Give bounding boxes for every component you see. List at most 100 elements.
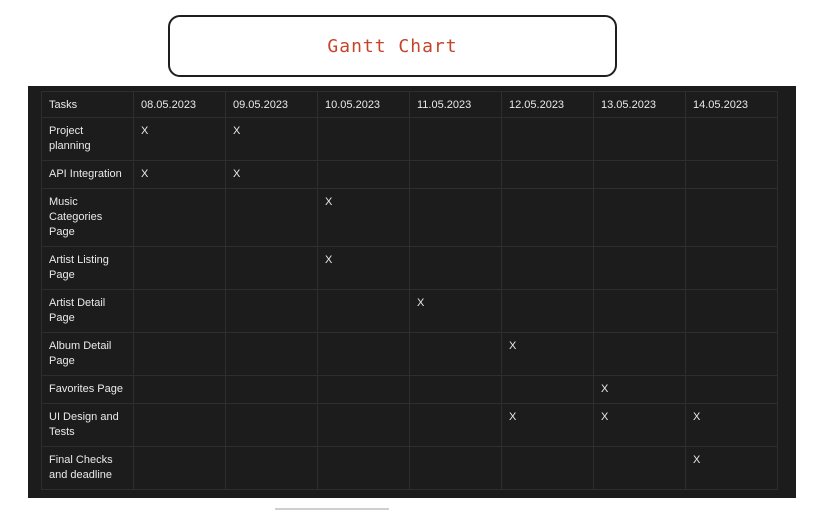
schedule-cell [317,403,410,447]
schedule-mark: X [233,125,241,137]
schedule-mark: X [141,125,149,137]
schedule-cell [501,188,594,247]
schedule-cell [133,403,226,447]
gantt-panel: Tasks 08.05.2023 09.05.2023 10.05.2023 11.05… [28,86,796,498]
table-body: Project planning X X API Integration X X Music… [41,117,778,490]
schedule-cell [133,446,226,490]
schedule-cell [317,375,410,404]
schedule-cell [409,117,502,161]
schedule-cell [317,117,410,161]
schedule-cell [133,246,226,290]
schedule-cell [685,289,778,333]
table-header: Tasks 08.05.2023 09.05.2023 10.05.2023 11.05… [41,91,778,118]
schedule-cell [225,188,318,247]
task-name-cell: Project planning [41,117,134,161]
schedule-mark: X [417,297,425,309]
schedule-cell [225,446,318,490]
schedule-cell [225,246,318,290]
task-name-cell: Final Checks and deadline [41,446,134,490]
schedule-cell [317,289,410,333]
column-header-date: 11.05.2023 [409,91,502,118]
schedule-cell [501,446,594,490]
schedule-cell [593,117,686,161]
schedule-mark: X [509,340,517,352]
schedule-cell [501,117,594,161]
table-row: API Integration X X [41,160,778,189]
column-header-date: 08.05.2023 [133,91,226,118]
schedule-mark: X [601,383,609,395]
schedule-cell [501,289,594,333]
schedule-cell [133,332,226,376]
schedule-cell: X [225,117,318,161]
schedule-cell: X [409,289,502,333]
task-name-cell: Favorites Page [41,375,134,404]
schedule-cell [501,375,594,404]
schedule-cell [685,160,778,189]
schedule-cell [685,188,778,247]
schedule-cell: X [501,403,594,447]
schedule-mark: X [233,168,241,180]
column-header-date: 12.05.2023 [501,91,594,118]
schedule-cell: X [685,446,778,490]
table-row: Music Categories Page X [41,188,778,247]
schedule-cell [225,375,318,404]
column-header-date: 10.05.2023 [317,91,410,118]
schedule-cell [225,332,318,376]
schedule-cell [133,188,226,247]
schedule-cell [593,188,686,247]
chart-title: Gantt Chart [327,35,458,57]
schedule-cell [501,160,594,189]
column-header-date: 09.05.2023 [225,91,318,118]
table-row: Favorites Page X [41,375,778,404]
task-name-cell: API Integration [41,160,134,189]
schedule-cell [501,246,594,290]
schedule-cell: X [225,160,318,189]
schedule-cell [593,160,686,189]
schedule-cell [409,446,502,490]
schedule-cell [685,332,778,376]
schedule-cell [409,403,502,447]
table-row: UI Design and Tests X X X [41,403,778,447]
schedule-cell: X [317,188,410,247]
schedule-cell: X [593,375,686,404]
schedule-cell [225,403,318,447]
schedule-cell [685,117,778,161]
schedule-mark: X [693,454,701,466]
schedule-cell [685,246,778,290]
schedule-cell [225,289,318,333]
schedule-cell [593,289,686,333]
schedule-cell [317,160,410,189]
schedule-cell [409,160,502,189]
schedule-cell [685,375,778,404]
schedule-mark: X [601,411,609,423]
schedule-cell [409,188,502,247]
schedule-cell: X [685,403,778,447]
bottom-divider [275,508,389,510]
task-name-cell: Album Detail Page [41,332,134,376]
header-row: Tasks 08.05.2023 09.05.2023 10.05.2023 11.05… [41,91,778,118]
schedule-cell: X [593,403,686,447]
schedule-cell [409,375,502,404]
schedule-cell: X [133,160,226,189]
column-header-date: 13.05.2023 [593,91,686,118]
schedule-cell [593,246,686,290]
schedule-cell: X [501,332,594,376]
table-row: Album Detail Page X [41,332,778,376]
schedule-mark: X [141,168,149,180]
schedule-cell [593,446,686,490]
schedule-mark: X [693,411,701,423]
table-row: Artist Listing Page X [41,246,778,290]
task-name-cell: Artist Listing Page [41,246,134,290]
task-name-cell: Artist Detail Page [41,289,134,333]
schedule-cell [593,332,686,376]
column-header-date: 14.05.2023 [685,91,778,118]
task-name-cell: UI Design and Tests [41,403,134,447]
schedule-cell [133,289,226,333]
schedule-mark: X [509,411,517,423]
column-header-tasks: Tasks [41,91,134,118]
table-row: Final Checks and deadline X [41,446,778,490]
schedule-cell: X [317,246,410,290]
schedule-cell: X [133,117,226,161]
schedule-cell [409,332,502,376]
schedule-cell [133,375,226,404]
